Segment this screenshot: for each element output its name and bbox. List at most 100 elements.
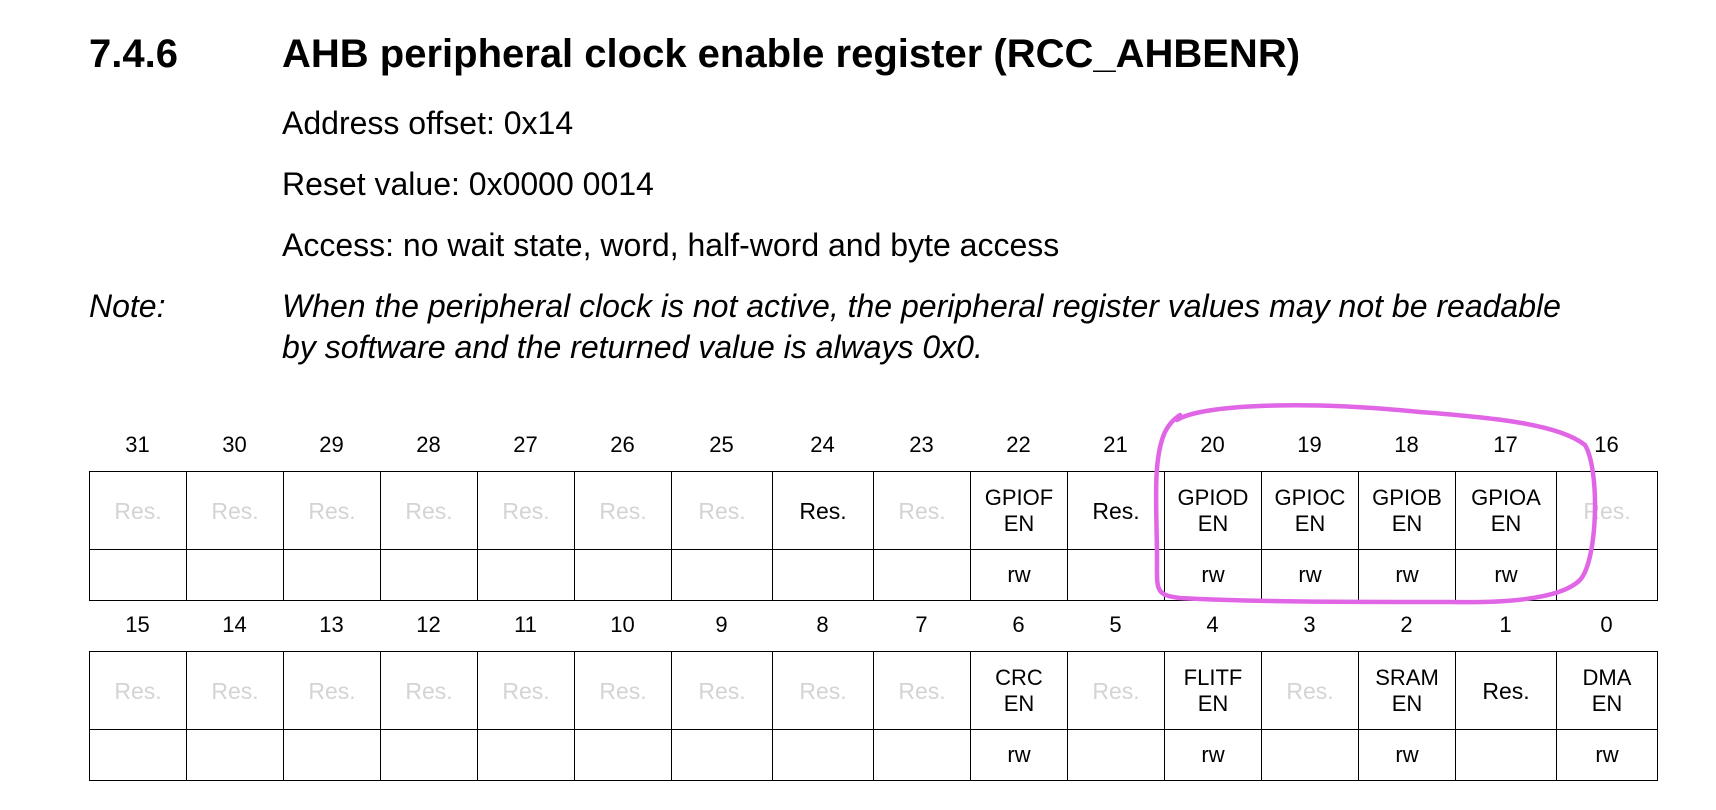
lower-field-row: Res. Res. Res. Res. Res. Res. Res. Res. Res. CRC E… (89, 651, 1658, 730)
field-name: FLITF (1183, 664, 1243, 690)
field-name-suffix: EN (1197, 510, 1229, 536)
access-cell-bit-12 (380, 729, 478, 781)
field-cell-bit-28: Res. (380, 471, 478, 550)
field-cell-bit-9: Res. (671, 651, 773, 730)
field-name: SRAM (1375, 664, 1439, 690)
field-cell-bit-4: FLITF EN (1164, 651, 1262, 730)
access-cell-bit-8 (772, 729, 874, 781)
field-name: Res. (898, 677, 946, 704)
field-name: Res. (1092, 677, 1140, 704)
field-name-suffix: EN (1003, 690, 1035, 716)
field-name: Res. (1583, 497, 1631, 524)
field-name-suffix: EN (1391, 690, 1423, 716)
field-cell-bit-2: SRAM EN (1358, 651, 1456, 730)
field-name: Res. (599, 497, 647, 524)
lower-register-table: Res. Res. Res. Res. Res. Res. Res. Res. Res. CRC E… (89, 651, 1658, 781)
bit-number: 26 (610, 432, 635, 457)
access-cell-bit-10 (574, 729, 672, 781)
access-cell-bit-25 (671, 549, 773, 601)
bit-number: 4 (1206, 612, 1219, 637)
bit-number: 16 (1594, 432, 1619, 457)
field-name-suffix: EN (1490, 510, 1522, 536)
bit-number: 0 (1600, 612, 1613, 637)
bit-number: 31 (125, 432, 150, 457)
field-cell-bit-3: Res. (1261, 651, 1359, 730)
field-name: Res. (1286, 677, 1334, 704)
access-cell-bit-15 (89, 729, 187, 781)
bit-number: 17 (1493, 432, 1518, 457)
access-cell-bit-9 (671, 729, 773, 781)
field-name: Res. (599, 677, 647, 704)
access-cell-bit-13 (283, 729, 381, 781)
bit-number: 9 (715, 612, 728, 637)
upper-field-row: Res. Res. Res. Res. Res. Res. Res. Res. Res. GPIO… (89, 471, 1658, 550)
access-cell-bit-31 (89, 549, 187, 601)
field-cell-bit-27: Res. (477, 471, 575, 550)
bit-number: 10 (610, 612, 635, 637)
bit-number: 20 (1200, 432, 1225, 457)
bit-number: 8 (816, 612, 829, 637)
field-name: GPIOC (1274, 484, 1346, 510)
access-cell-bit-26 (574, 549, 672, 601)
field-name: Res. (308, 497, 356, 524)
field-cell-bit-6: CRC EN (970, 651, 1068, 730)
field-name: GPIOD (1177, 484, 1249, 510)
field-name: DMA (1582, 664, 1632, 690)
bit-number: 1 (1499, 612, 1512, 637)
bit-number: 15 (125, 612, 150, 637)
bit-number: 5 (1109, 612, 1122, 637)
field-cell-bit-1: Res. (1455, 651, 1557, 730)
bit-number: 28 (416, 432, 441, 457)
upper-access-row: rw rw rw rw rw (89, 549, 1658, 601)
access-cell-bit-4: rw (1164, 729, 1262, 781)
field-cell-bit-25: Res. (671, 471, 773, 550)
field-cell-bit-17: GPIOA EN (1455, 471, 1557, 550)
access-cell-bit-11 (477, 729, 575, 781)
access-cell-bit-2: rw (1358, 729, 1456, 781)
access-cell-bit-3 (1261, 729, 1359, 781)
field-name: Res. (698, 497, 746, 524)
field-cell-bit-22: GPIOF EN (970, 471, 1068, 550)
field-name: Res. (114, 497, 162, 524)
bit-number: 24 (810, 432, 835, 457)
note-line-1: When the peripheral clock is not active,… (282, 288, 1561, 324)
lower-bit-numbers: 15 14 13 12 11 10 9 8 7 6 5 4 3 2 1 0 (89, 608, 1657, 642)
access-cell-bit-17: rw (1455, 549, 1557, 601)
access-cell-bit-18: rw (1358, 549, 1456, 601)
field-cell-bit-15: Res. (89, 651, 187, 730)
field-name: Res. (405, 677, 453, 704)
field-name-suffix: EN (1591, 690, 1623, 716)
access-cell-bit-22: rw (970, 549, 1068, 601)
access-cell-bit-16 (1556, 549, 1658, 601)
field-cell-bit-10: Res. (574, 651, 672, 730)
field-name: Res. (1092, 497, 1140, 524)
section-title: AHB peripheral clock enable register (RC… (282, 32, 1301, 76)
upper-bit-numbers: 31 30 29 28 27 26 25 24 23 22 21 20 19 18 17 16 (89, 428, 1657, 462)
bit-number: 18 (1394, 432, 1419, 457)
bit-number: 22 (1006, 432, 1031, 457)
field-cell-bit-30: Res. (186, 471, 284, 550)
address-offset: Address offset: 0x14 (282, 105, 574, 141)
access-cell-bit-23 (873, 549, 971, 601)
bit-number: 29 (319, 432, 344, 457)
bit-number: 3 (1303, 612, 1316, 637)
field-name: Res. (211, 677, 259, 704)
field-cell-bit-31: Res. (89, 471, 187, 550)
access-cell-bit-21 (1067, 549, 1165, 601)
access-cell-bit-29 (283, 549, 381, 601)
bit-number: 7 (915, 612, 928, 637)
upper-register-table: Res. Res. Res. Res. Res. Res. Res. Res. Res. GPIO… (89, 471, 1658, 601)
field-name: Res. (1482, 677, 1530, 704)
access-cell-bit-28 (380, 549, 478, 601)
field-cell-bit-14: Res. (186, 651, 284, 730)
field-name: Res. (502, 497, 550, 524)
access-cell-bit-19: rw (1261, 549, 1359, 601)
bit-number: 27 (513, 432, 538, 457)
bit-number: 2 (1400, 612, 1413, 637)
field-name: GPIOF (984, 484, 1054, 510)
field-name-suffix: EN (1294, 510, 1326, 536)
field-cell-bit-18: GPIOB EN (1358, 471, 1456, 550)
note-line-2: by software and the returned value is al… (282, 329, 983, 365)
access-cell-bit-0: rw (1556, 729, 1658, 781)
access-cell-bit-5 (1067, 729, 1165, 781)
